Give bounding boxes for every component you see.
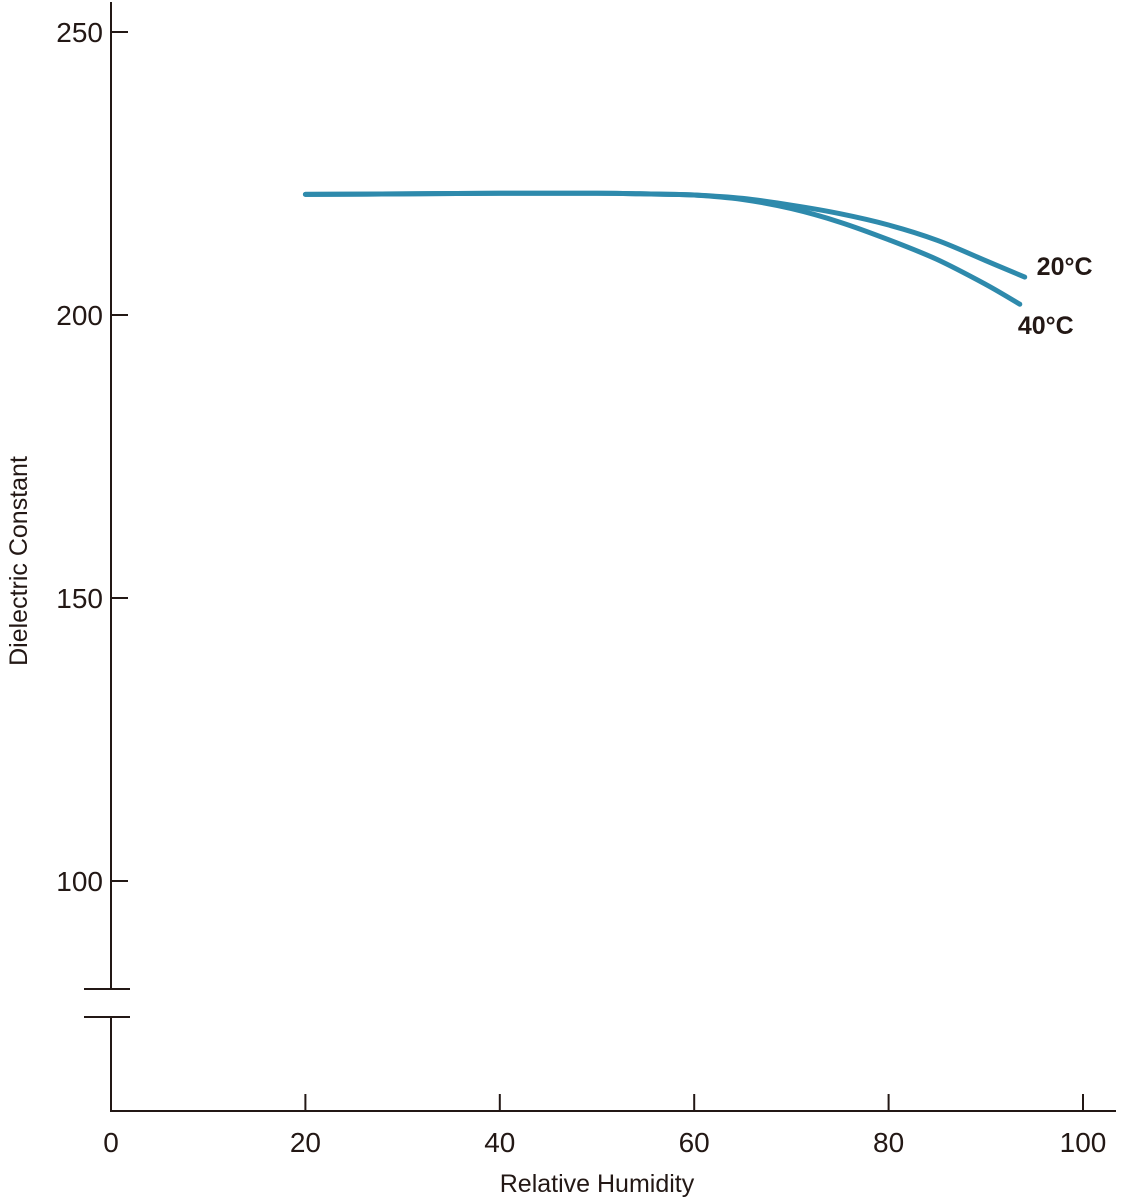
y-axis-title: Dielectric Constant <box>5 456 33 666</box>
x-tick-label: 80 <box>873 1127 904 1158</box>
axes <box>84 2 1116 1112</box>
x-tick-label: 40 <box>484 1127 515 1158</box>
x-axis-title: Relative Humidity <box>500 1170 695 1198</box>
series-line <box>302 190 1028 280</box>
y-tick-label: 250 <box>56 17 103 48</box>
series-label: 40°C <box>1018 312 1074 340</box>
x-tick-label: 20 <box>290 1127 321 1158</box>
series-label: 20°C <box>1037 253 1093 281</box>
x-tick-label: 100 <box>1060 1127 1107 1158</box>
series: 20°C 40°C <box>302 190 1093 340</box>
y-tick-label: 100 <box>56 866 103 897</box>
y-tick-label: 150 <box>56 583 103 614</box>
x-tick-label: 60 <box>679 1127 710 1158</box>
series-line <box>302 190 1023 307</box>
x-tick-label: 0 <box>103 1127 119 1158</box>
ticks: 0 20 40 60 80 100 100 150 200 250 <box>56 17 1106 1158</box>
y-tick-label: 200 <box>56 300 103 331</box>
